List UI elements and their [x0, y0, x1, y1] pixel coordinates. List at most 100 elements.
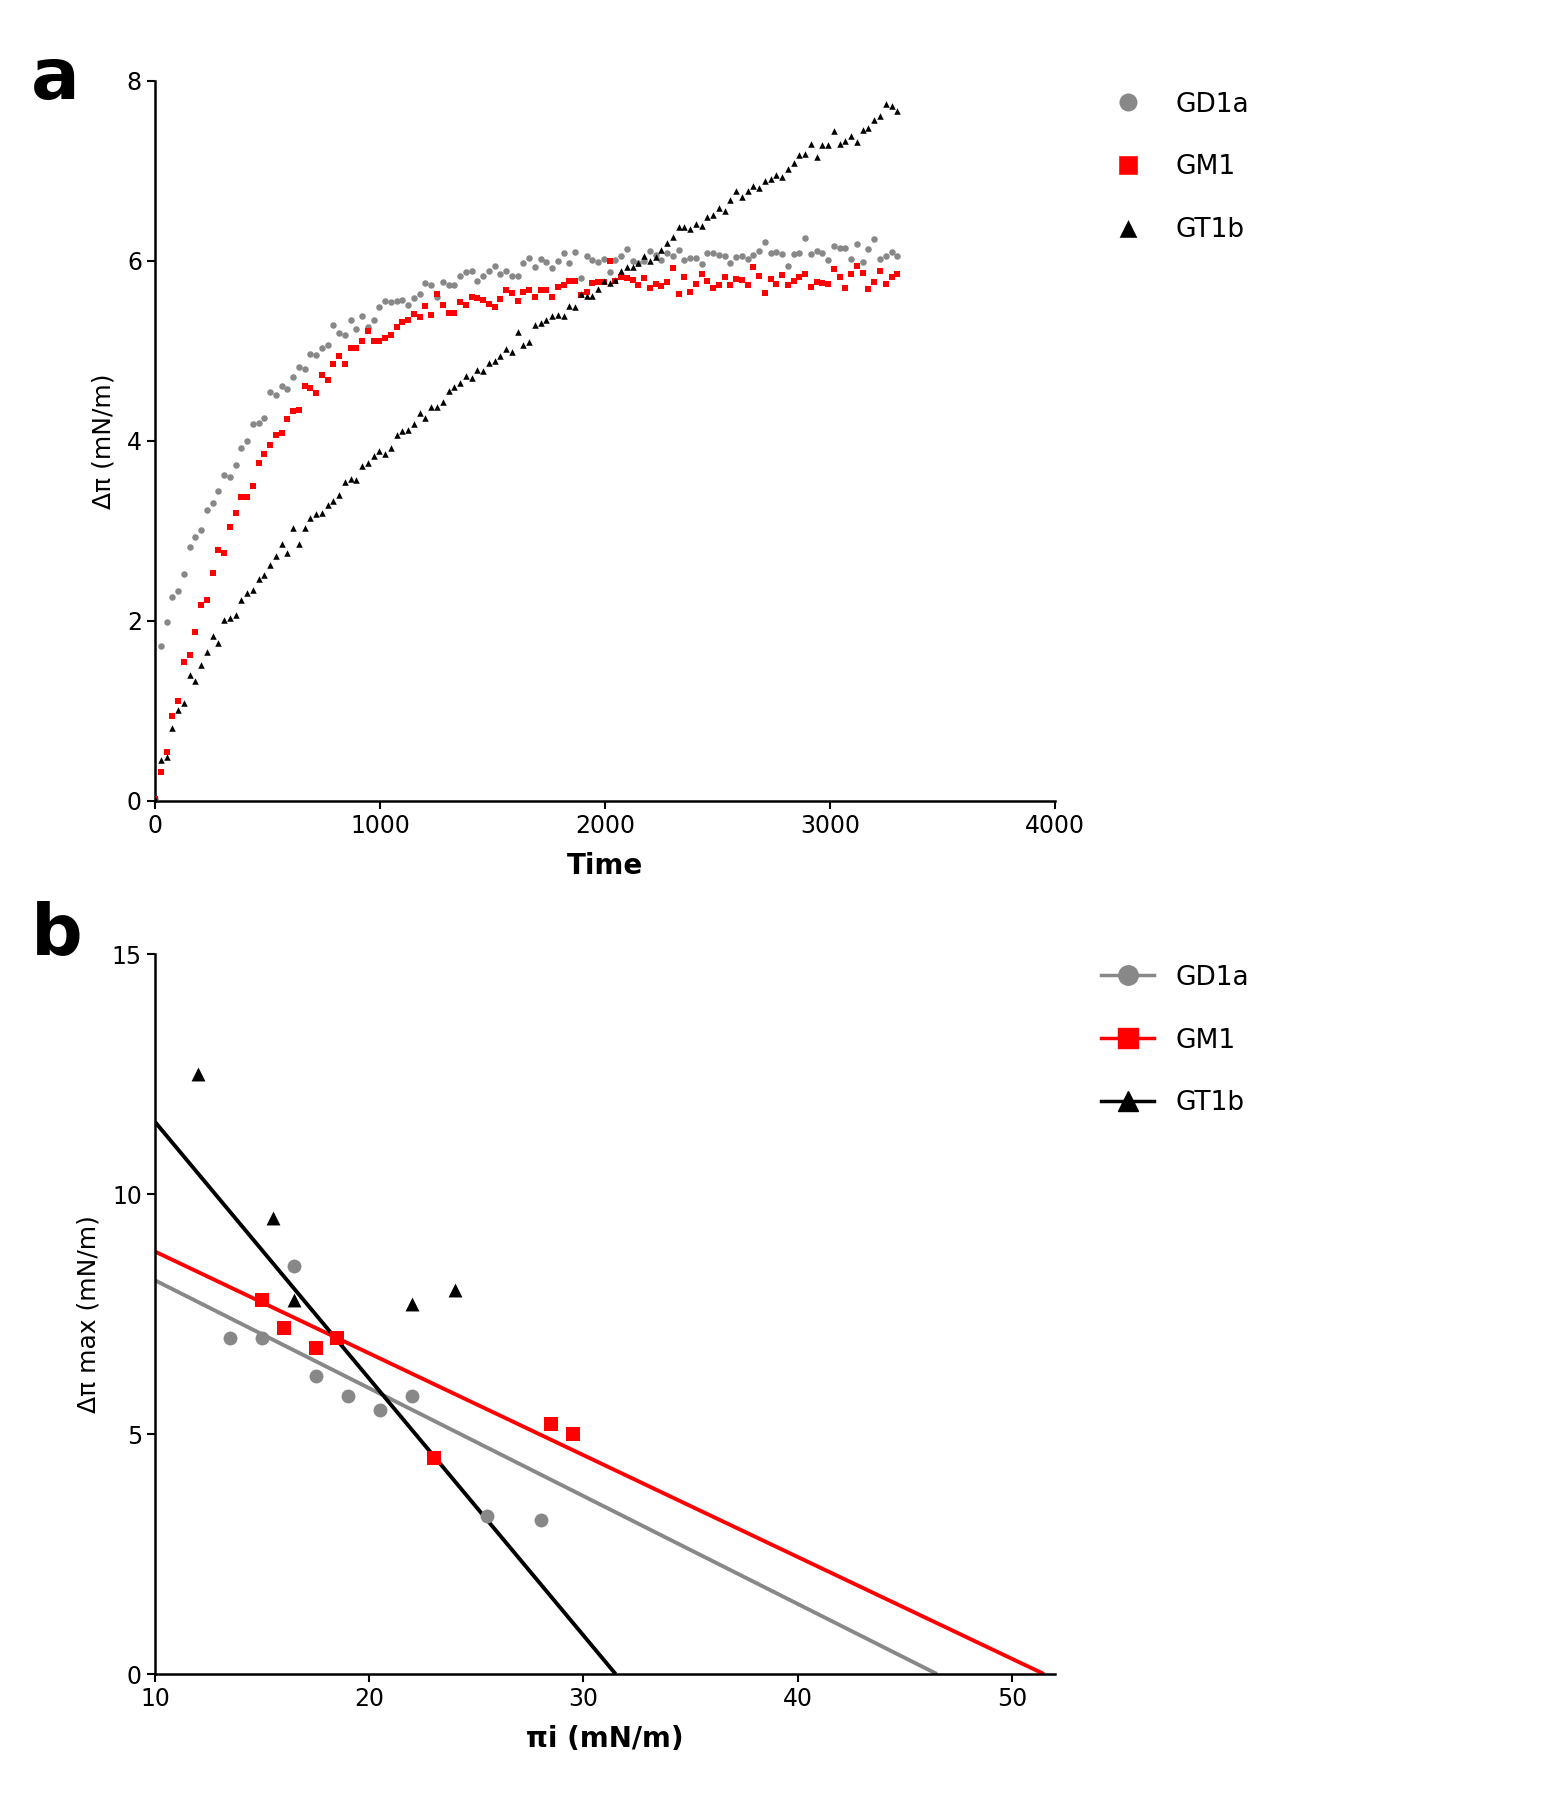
Point [166, 695, 191, 724]
Point [586, 275, 611, 304]
Point [292, 513, 316, 542]
Point [684, 211, 709, 239]
Point [321, 311, 346, 340]
Point [194, 585, 219, 614]
Point [247, 448, 271, 477]
Point [862, 106, 887, 135]
Point [230, 585, 254, 614]
Point [637, 238, 662, 266]
Point [516, 245, 541, 274]
Point [729, 241, 754, 270]
X-axis label: πi (mN/m): πi (mN/m) [526, 1724, 684, 1753]
Point [385, 286, 409, 315]
Point [850, 259, 875, 288]
Point [867, 245, 892, 274]
Point [378, 434, 403, 463]
Point [506, 319, 530, 347]
Point [234, 482, 259, 511]
Point [298, 338, 323, 367]
Point [523, 283, 548, 311]
Point [177, 641, 202, 670]
Point [667, 212, 692, 241]
Point [551, 270, 575, 299]
Point [321, 486, 346, 515]
Point [453, 257, 478, 286]
Point [143, 785, 168, 814]
Point [402, 284, 427, 313]
Point [189, 652, 214, 680]
Point [166, 576, 191, 605]
Point [264, 542, 288, 571]
Point [580, 281, 605, 310]
Point [310, 360, 335, 389]
Point [408, 302, 433, 331]
Point [752, 279, 777, 308]
Point [695, 239, 720, 268]
Point [217, 513, 242, 542]
Point [833, 126, 858, 155]
Point [793, 223, 817, 252]
Point [189, 515, 214, 544]
Point [741, 171, 766, 200]
Point [707, 241, 732, 270]
Point [160, 583, 185, 612]
Point [637, 247, 662, 275]
Point [534, 248, 558, 277]
Point [718, 248, 743, 277]
Point [430, 387, 454, 416]
Point [355, 313, 380, 342]
Point [499, 338, 524, 367]
Point [200, 490, 225, 518]
Point [217, 603, 242, 632]
Point [786, 140, 811, 169]
Point [667, 279, 692, 308]
Point [608, 263, 633, 292]
Point [769, 239, 794, 268]
Point [281, 362, 306, 391]
Point [810, 239, 834, 268]
Point [465, 266, 490, 295]
Point [499, 263, 524, 292]
Point [206, 477, 231, 506]
Point [845, 230, 870, 259]
Point [408, 279, 433, 308]
Point [724, 265, 749, 293]
Point [335, 1381, 360, 1409]
Point [850, 247, 875, 275]
Point [304, 1334, 329, 1363]
Point [655, 268, 679, 297]
Point [574, 241, 599, 270]
X-axis label: Time: Time [566, 851, 644, 880]
Point [217, 1323, 242, 1352]
Point [172, 648, 197, 677]
Point [707, 194, 732, 223]
Point [489, 259, 513, 288]
Point [712, 241, 737, 270]
Point [627, 272, 651, 301]
Point [442, 299, 467, 328]
Point [707, 272, 732, 301]
Point [540, 301, 565, 329]
Point [425, 279, 450, 308]
Point [845, 128, 870, 157]
Point [149, 745, 174, 774]
Point [493, 335, 518, 364]
Point [378, 288, 403, 317]
Point [538, 1409, 563, 1438]
Point [735, 270, 760, 299]
Point [368, 293, 392, 322]
Point [672, 263, 696, 292]
Point [402, 301, 427, 329]
Point [799, 274, 824, 302]
Point [510, 331, 535, 360]
Point [718, 185, 743, 214]
Point [298, 374, 323, 403]
Point [563, 292, 588, 320]
Point [298, 504, 323, 533]
Point [240, 409, 265, 437]
Point [506, 286, 530, 315]
Point [752, 227, 777, 256]
Point [448, 288, 473, 317]
Point [724, 243, 749, 272]
Point [678, 214, 703, 243]
